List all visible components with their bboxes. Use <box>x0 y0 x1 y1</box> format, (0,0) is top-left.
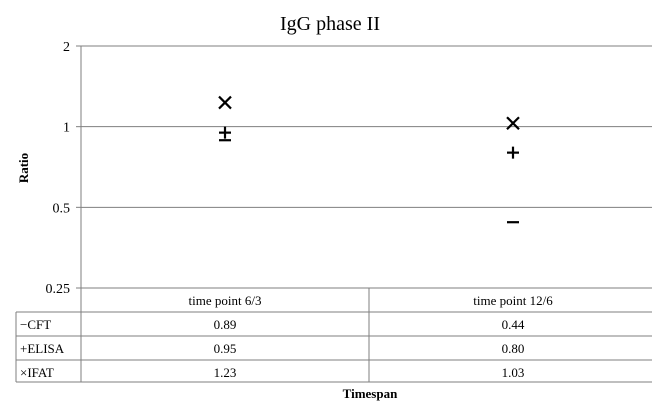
data-label: 0.80 <box>502 341 525 356</box>
marker-x-b <box>506 116 520 131</box>
data-point <box>506 116 520 131</box>
data-label: 0.44 <box>502 317 525 332</box>
legend-entry: ×IFAT <box>20 365 54 380</box>
legend-entry: +ELISA <box>20 341 65 356</box>
data-point <box>219 126 231 139</box>
data-label: 1.03 <box>502 365 525 380</box>
marker-x-b <box>218 95 232 110</box>
data-label: 0.95 <box>214 341 237 356</box>
chart-title: IgG phase II <box>280 13 380 35</box>
gridlines <box>76 45 652 289</box>
data-label: 0.89 <box>214 317 237 332</box>
y-tick-label: 2 <box>63 40 70 55</box>
y-tick-label: 0.25 <box>46 282 71 297</box>
data-label: 1.23 <box>214 365 237 380</box>
category-label: time point 12/6 <box>473 293 553 308</box>
data-markers <box>218 95 520 224</box>
y-axis-ticks: 2 1 0.5 0.25 <box>46 40 71 297</box>
legend-entry: −CFT <box>20 317 51 332</box>
y-tick-label: 1 <box>63 121 70 136</box>
data-table: time point 6/3 time point 12/6 −CFT 0.89 0.4… <box>15 287 652 383</box>
data-point <box>507 146 519 159</box>
category-label: time point 6/3 <box>189 293 262 308</box>
y-axis-label: Ratio <box>16 153 31 183</box>
y-tick-label: 0.5 <box>53 201 71 216</box>
data-point <box>218 95 232 110</box>
x-axis-label: Timespan <box>343 386 398 401</box>
